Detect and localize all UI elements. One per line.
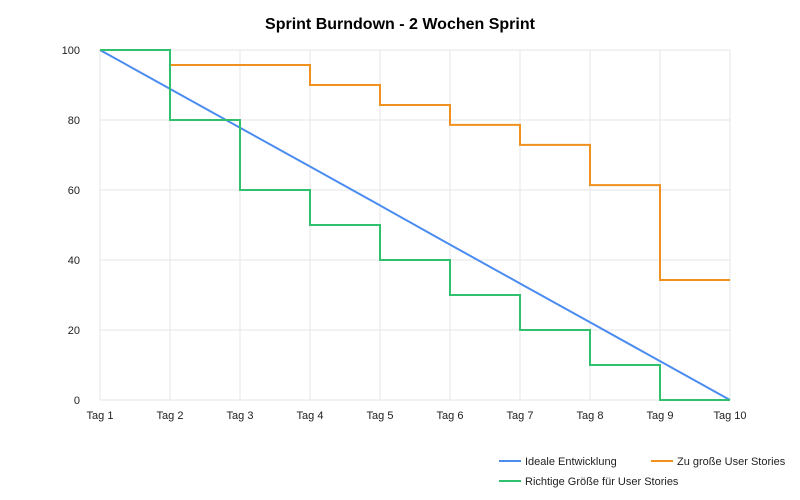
x-tick-label: Tag 6 [437, 410, 464, 422]
series-line-2 [100, 49, 730, 401]
y-axis-ticks: 0 20 40 60 80 100 [62, 45, 80, 407]
series-lines [99, 49, 731, 401]
x-tick-label: Tag 3 [227, 410, 254, 422]
x-tick-label: Tag 1 [87, 410, 114, 422]
series-line-1 [100, 49, 730, 281]
chart-title: Sprint Burndown - 2 Wochen Sprint [265, 16, 536, 33]
series-line-0 [99, 49, 731, 401]
legend-label: Richtige Größe für User Stories [525, 476, 679, 488]
y-tick-label: 100 [62, 45, 80, 57]
legend: Ideale Entwicklung Zu große User Stories R… [499, 456, 786, 488]
x-tick-label: Tag 4 [297, 410, 324, 422]
x-tick-label: Tag 9 [647, 410, 674, 422]
y-tick-label: 20 [68, 325, 80, 337]
y-tick-label: 80 [68, 115, 80, 127]
x-tick-label: Tag 2 [157, 410, 184, 422]
x-tick-label: Tag 7 [507, 410, 534, 422]
y-tick-label: 60 [68, 185, 80, 197]
y-tick-label: 40 [68, 255, 80, 267]
x-tick-label: Tag 5 [367, 410, 394, 422]
legend-label: Zu große User Stories [677, 456, 786, 468]
y-tick-label: 0 [74, 395, 80, 407]
legend-label: Ideale Entwicklung [525, 456, 617, 468]
x-tick-label: Tag 10 [713, 410, 746, 422]
x-axis-ticks: Tag 1 Tag 2 Tag 3 Tag 4 Tag 5 Tag 6 Tag 7 Tag 8… [87, 410, 747, 422]
x-tick-label: Tag 8 [577, 410, 604, 422]
